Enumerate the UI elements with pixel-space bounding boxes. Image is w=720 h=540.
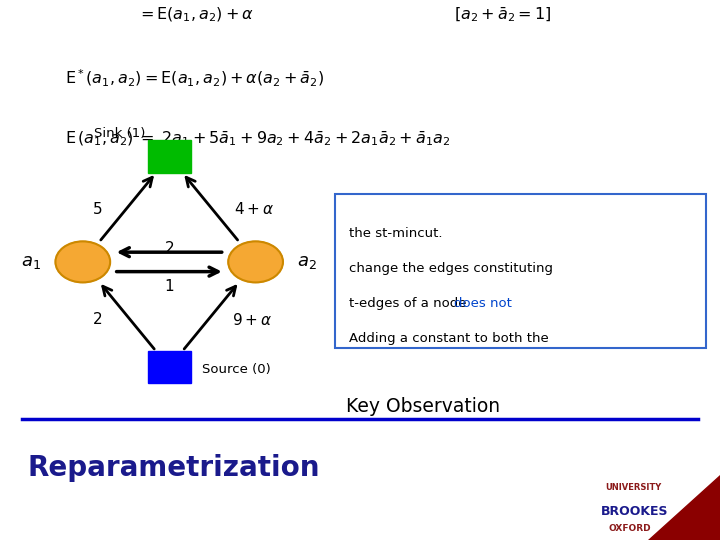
- Text: UNIVERSITY: UNIVERSITY: [605, 483, 661, 492]
- FancyBboxPatch shape: [335, 194, 706, 348]
- Text: Key Observation: Key Observation: [346, 397, 500, 416]
- Text: the st-mincut.: the st-mincut.: [349, 227, 443, 240]
- Text: $=\mathrm{E}(a_1,a_2)+\alpha$: $=\mathrm{E}(a_1,a_2)+\alpha$: [137, 5, 254, 24]
- Text: $\mathrm{E}\,(a_1,a_2)\;=\;2a_1+5\bar{a}_1+9a_2+4\bar{a}_2+2a_1\bar{a}_2+\bar{a}: $\mathrm{E}\,(a_1,a_2)\;=\;2a_1+5\bar{a}…: [65, 130, 451, 148]
- Text: $a_2$: $a_2$: [297, 253, 317, 271]
- Text: $\mathrm{E}^*(a_1,a_2)=\mathrm{E}(a_1,a_2)+\alpha(a_2+\bar{a}_2)$: $\mathrm{E}^*(a_1,a_2)=\mathrm{E}(a_1,a_…: [65, 68, 324, 89]
- Text: 2: 2: [164, 241, 174, 256]
- Bar: [148, 351, 191, 383]
- Text: change the edges constituting: change the edges constituting: [349, 262, 553, 275]
- Text: Source (0): Source (0): [202, 363, 270, 376]
- Text: does not: does not: [454, 297, 511, 310]
- Text: $4+\alpha$: $4+\alpha$: [234, 201, 274, 217]
- Text: Reparametrization: Reparametrization: [27, 454, 320, 482]
- Ellipse shape: [55, 241, 110, 282]
- Text: 5: 5: [92, 202, 102, 217]
- Text: BROOKES: BROOKES: [601, 505, 669, 518]
- Bar: [148, 140, 191, 173]
- Ellipse shape: [228, 241, 283, 282]
- Text: 1: 1: [164, 279, 174, 294]
- Text: t-edges of a node: t-edges of a node: [349, 297, 471, 310]
- Text: Adding a constant to both the: Adding a constant to both the: [349, 332, 549, 345]
- Text: Sink (1): Sink (1): [94, 127, 145, 140]
- Text: 2: 2: [92, 313, 102, 327]
- Text: $9+\alpha$: $9+\alpha$: [232, 312, 272, 328]
- Text: OXFORD: OXFORD: [608, 524, 651, 533]
- Text: $[a_2+\bar{a}_2=1]$: $[a_2+\bar{a}_2=1]$: [454, 5, 551, 24]
- Text: $a_1$: $a_1$: [21, 253, 41, 271]
- Polygon shape: [648, 475, 720, 540]
